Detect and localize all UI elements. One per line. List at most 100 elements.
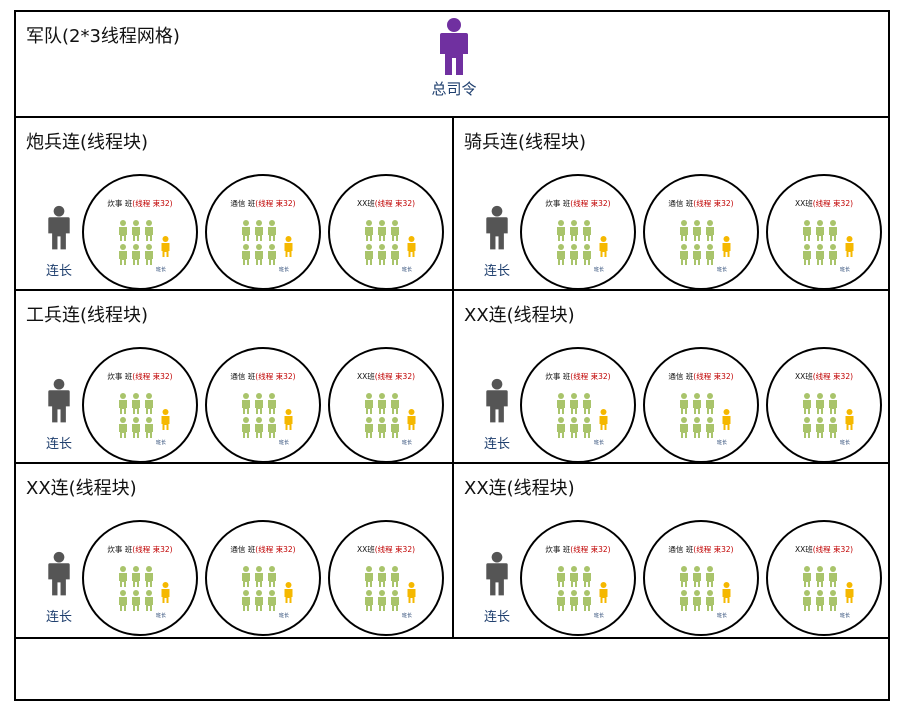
squad-name: 通信 班(线程 束32) [207, 198, 319, 209]
squad-name: 炊事 班(线程 束32) [522, 198, 634, 209]
soldier-group-icon [557, 393, 591, 438]
commander: 总司令 [428, 18, 480, 99]
captain-label: 班长 [156, 267, 167, 273]
captain-person-icon [284, 409, 293, 430]
captain-person-icon [599, 236, 608, 257]
squad-thread-text: (线程 束32) [255, 199, 296, 208]
squad-circle: XX班(线程 束32) [328, 174, 444, 290]
soldier-group-icon [803, 566, 837, 611]
army-title: 军队(2*3线程网格) [26, 26, 180, 47]
squad-thread-text: (线程 束32) [570, 372, 611, 381]
squad-circle: 通信 班(线程 束32) [643, 347, 759, 463]
captain-label: 班长 [717, 440, 728, 446]
soldier-group-icon [680, 220, 714, 265]
squad-name-text: 炊事 班 [545, 372, 571, 381]
captain-label: 班长 [156, 440, 167, 446]
squad-name-text: 通信 班 [668, 199, 694, 208]
captain-person-icon [407, 236, 416, 257]
squad-name-text: 通信 班 [230, 372, 256, 381]
army-header: 军队(2*3线程网格) 总司令 [16, 12, 888, 118]
squad-name: 通信 班(线程 束32) [645, 371, 757, 382]
company-leader: 连长 [42, 202, 76, 279]
captain-label: 班长 [279, 440, 290, 446]
squad-thread-text: (线程 束32) [374, 199, 416, 208]
squad-name: 通信 班(线程 束32) [645, 544, 757, 555]
captain-person-icon [722, 236, 731, 257]
squad-thread-text: (线程 束32) [132, 199, 173, 208]
company-leader: 连长 [42, 375, 76, 452]
squad-name-text: XX班 [794, 545, 813, 554]
squad-name-text: XX班 [356, 545, 375, 554]
squad-name-text: 通信 班 [668, 545, 694, 554]
captain-label: 班长 [717, 267, 728, 273]
soldier-group-icon [119, 220, 153, 265]
company-title: 炮兵连(线程块) [26, 132, 149, 153]
soldier-group-icon [680, 393, 714, 438]
captain-label: 班长 [840, 613, 851, 619]
leader-person-icon [486, 378, 508, 423]
company-cell: 炮兵连(线程块) 连长 炊事 班(线程 束32) [16, 118, 454, 291]
company-title: 骑兵连(线程块) [464, 132, 587, 153]
company-leader: 连长 [480, 548, 514, 625]
leader-person-icon [486, 205, 508, 250]
squad-name: XX班(线程 束32) [330, 371, 442, 382]
squad-circle: 通信 班(线程 束32) [643, 174, 759, 290]
squad-name: 通信 班(线程 束32) [645, 198, 757, 209]
squad-thread-text: (线程 束32) [812, 372, 854, 381]
squad-thread-text: (线程 束32) [132, 372, 173, 381]
squad-name: XX班(线程 束32) [768, 198, 880, 209]
squad-name: 通信 班(线程 束32) [207, 544, 319, 555]
soldier-group-icon [365, 393, 399, 438]
captain-label: 班长 [594, 613, 605, 619]
bottom-empty-row [16, 637, 888, 699]
squad-circle: 通信 班(线程 束32) [205, 347, 321, 463]
leader-label: 连长 [483, 264, 510, 279]
squad-circle: XX班(线程 束32) [766, 520, 882, 636]
captain-person-icon [722, 409, 731, 430]
leader-person-icon [486, 551, 508, 596]
captain-label: 班长 [402, 440, 413, 446]
squad-thread-text: (线程 束32) [255, 545, 296, 554]
captain-person-icon [845, 236, 854, 257]
company-leader: 连长 [480, 202, 514, 279]
captain-label: 班长 [402, 267, 413, 273]
squad-name-text: 炊事 班 [107, 372, 133, 381]
company-cell: XX连(线程块) 连长 炊事 班(线程 束32) [16, 464, 454, 637]
soldier-group-icon [557, 220, 591, 265]
squad-circle: XX班(线程 束32) [766, 174, 882, 290]
captain-person-icon [722, 582, 731, 603]
soldier-group-icon [365, 566, 399, 611]
squad-thread-text: (线程 束32) [693, 545, 734, 554]
captain-person-icon [161, 236, 170, 257]
soldier-group-icon [803, 393, 837, 438]
squad-name: 炊事 班(线程 束32) [522, 544, 634, 555]
squad-thread-text: (线程 束32) [132, 545, 173, 554]
soldier-group-icon [803, 220, 837, 265]
squad-name-text: 炊事 班 [107, 545, 133, 554]
squad-name: XX班(线程 束32) [330, 198, 442, 209]
company-title: XX连(线程块) [464, 305, 575, 326]
company-title: XX连(线程块) [26, 478, 137, 499]
squad-circle: XX班(线程 束32) [328, 347, 444, 463]
squad-name-text: 通信 班 [668, 372, 694, 381]
squad-name-text: 炊事 班 [545, 199, 571, 208]
leader-person-icon [48, 551, 70, 596]
leader-label: 连长 [483, 610, 510, 625]
company-title: XX连(线程块) [464, 478, 575, 499]
squad-name-text: 通信 班 [230, 545, 256, 554]
soldier-group-icon [242, 566, 276, 611]
army-frame: 军队(2*3线程网格) 总司令 炮兵连(线程块) 连长 炊事 班(线程 束32) [14, 10, 890, 701]
squad-name: XX班(线程 束32) [330, 544, 442, 555]
soldier-group-icon [680, 566, 714, 611]
squad-name: 炊事 班(线程 束32) [522, 371, 634, 382]
captain-person-icon [407, 409, 416, 430]
captain-person-icon [161, 409, 170, 430]
leader-person-icon [48, 205, 70, 250]
squad-circle: 炊事 班(线程 束32) [82, 174, 198, 290]
captain-label: 班长 [402, 613, 413, 619]
soldier-group-icon [365, 220, 399, 265]
squad-circle: XX班(线程 束32) [766, 347, 882, 463]
captain-label: 班长 [840, 440, 851, 446]
captain-label: 班长 [840, 267, 851, 273]
leader-label: 连长 [45, 610, 72, 625]
